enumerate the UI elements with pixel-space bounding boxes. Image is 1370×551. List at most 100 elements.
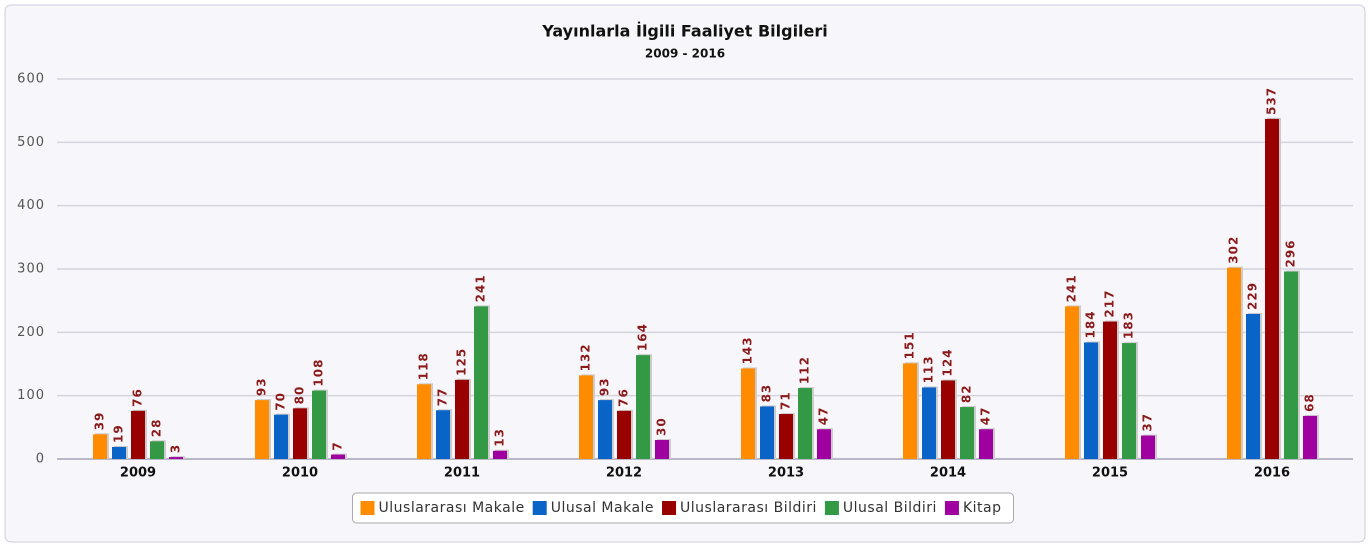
bar xyxy=(436,410,450,459)
bar xyxy=(1122,343,1136,459)
bar xyxy=(169,457,183,459)
bar xyxy=(493,450,507,459)
bar xyxy=(941,380,955,459)
y-tick-label: 300 xyxy=(17,262,45,277)
bar xyxy=(131,410,145,459)
x-tick-label: 2015 xyxy=(1092,466,1128,481)
data-label: 184 xyxy=(1084,310,1098,338)
legend-label: Ulusal Makale xyxy=(551,500,654,516)
data-label: 125 xyxy=(455,348,469,376)
bar xyxy=(1065,306,1079,459)
data-label: 83 xyxy=(760,384,774,403)
data-label: 112 xyxy=(798,356,812,384)
x-tick-label: 2011 xyxy=(444,466,480,481)
data-label: 183 xyxy=(1122,311,1136,339)
data-label: 143 xyxy=(741,336,755,364)
data-label: 93 xyxy=(598,377,612,396)
bar xyxy=(779,414,793,459)
bar xyxy=(636,355,650,459)
bar xyxy=(922,387,936,459)
data-label: 241 xyxy=(474,274,488,302)
bar xyxy=(312,390,326,459)
x-tick-label: 2016 xyxy=(1254,466,1290,481)
x-tick-label: 2009 xyxy=(120,466,156,481)
data-label: 113 xyxy=(922,355,936,383)
data-label: 241 xyxy=(1065,274,1079,302)
data-label: 164 xyxy=(636,323,650,351)
data-label: 47 xyxy=(817,407,831,426)
legend-swatch xyxy=(824,501,839,515)
data-label: 28 xyxy=(150,419,164,438)
y-tick-label: 600 xyxy=(17,72,45,87)
bar xyxy=(960,407,974,459)
data-label: 7 xyxy=(331,441,345,450)
data-label: 302 xyxy=(1227,236,1241,264)
y-tick-label: 400 xyxy=(17,198,45,213)
bar xyxy=(979,429,993,459)
data-label: 76 xyxy=(131,388,145,407)
chart-subtitle: 2009 - 2016 xyxy=(645,47,725,61)
data-label: 118 xyxy=(417,352,431,380)
data-label: 80 xyxy=(293,386,307,405)
bar xyxy=(817,429,831,459)
data-label: 537 xyxy=(1265,87,1279,115)
bar xyxy=(617,410,631,459)
bar xyxy=(1103,321,1117,459)
legend-label: Ulusal Bildiri xyxy=(843,500,937,516)
legend-label: Uluslararası Makale xyxy=(379,500,525,516)
bar xyxy=(1141,435,1155,459)
data-label: 108 xyxy=(312,359,326,387)
x-tick-label: 2010 xyxy=(282,466,318,481)
data-label: 82 xyxy=(960,384,974,403)
data-label: 93 xyxy=(255,377,269,396)
bar xyxy=(598,400,612,459)
data-label: 37 xyxy=(1141,413,1155,432)
legend-item: Uluslararası Makale xyxy=(360,500,525,516)
bar xyxy=(1303,415,1317,459)
legend-item: Kitap xyxy=(944,500,1002,516)
data-label: 13 xyxy=(493,428,507,447)
bar xyxy=(274,414,288,459)
legend-item: Ulusal Makale xyxy=(532,500,654,516)
chart-title: Yayınlarla İlgili Faaliyet Bilgileri xyxy=(541,22,828,41)
legend-item: Uluslararası Bildiri xyxy=(662,500,816,516)
legend-swatch xyxy=(360,501,375,515)
legend-item: Ulusal Bildiri xyxy=(824,500,937,516)
data-label: 70 xyxy=(274,392,288,411)
legend: Uluslararası Makale Ulusal Makale Uluslara… xyxy=(352,492,1014,524)
bar xyxy=(93,434,107,459)
legend-label: Kitap xyxy=(963,500,1002,516)
bar xyxy=(150,441,164,459)
bar xyxy=(760,406,774,459)
data-label: 30 xyxy=(655,417,669,436)
chart-frame xyxy=(4,4,1366,543)
bar xyxy=(903,363,917,459)
y-tick-label: 500 xyxy=(17,135,45,150)
bar xyxy=(293,408,307,459)
data-label: 151 xyxy=(903,331,917,359)
bar xyxy=(455,379,469,459)
data-label: 132 xyxy=(579,343,593,371)
data-label: 39 xyxy=(93,412,107,431)
data-label: 77 xyxy=(436,388,450,407)
bar xyxy=(1284,271,1298,459)
bar xyxy=(331,454,345,459)
data-label: 68 xyxy=(1303,393,1317,412)
bar xyxy=(1265,118,1279,460)
data-label: 3 xyxy=(169,444,183,453)
bar xyxy=(1227,267,1241,459)
data-label: 19 xyxy=(112,424,126,443)
bar xyxy=(474,306,488,459)
bar xyxy=(112,446,126,459)
y-tick-label: 200 xyxy=(17,325,45,340)
data-label: 76 xyxy=(617,388,631,407)
y-tick-label: 0 xyxy=(36,452,45,467)
data-label: 229 xyxy=(1246,282,1260,310)
bar xyxy=(655,440,669,459)
data-label: 217 xyxy=(1103,290,1117,318)
x-tick-label: 2013 xyxy=(768,466,804,481)
data-label: 124 xyxy=(941,348,955,376)
data-label: 296 xyxy=(1284,239,1298,267)
data-label: 71 xyxy=(779,391,793,410)
